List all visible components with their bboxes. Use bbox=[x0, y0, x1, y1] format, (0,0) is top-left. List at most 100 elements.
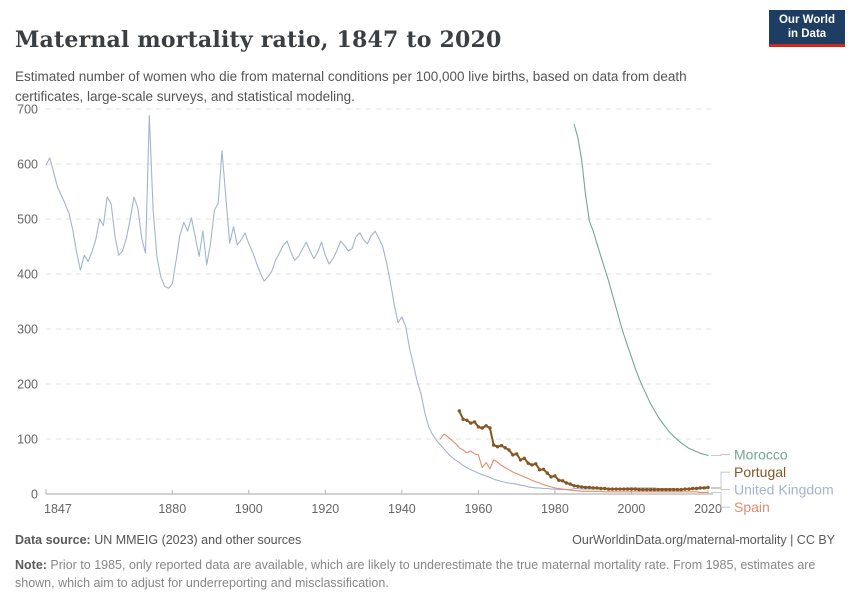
series-marker-portugal bbox=[675, 487, 680, 492]
legend-connector-morocco bbox=[711, 454, 730, 456]
legend-label-united-kingdom[interactable]: United Kingdom bbox=[734, 482, 834, 498]
series-marker-portugal bbox=[461, 417, 465, 421]
series-marker-portugal bbox=[702, 486, 706, 490]
series-marker-portugal bbox=[580, 485, 584, 489]
series-marker-portugal bbox=[633, 487, 637, 491]
series-marker-portugal bbox=[469, 421, 473, 425]
legend-label-portugal[interactable]: Portugal bbox=[734, 464, 786, 480]
series-marker-portugal bbox=[503, 446, 507, 450]
data-source-value: UN MMEIG (2023) and other sources bbox=[90, 533, 302, 547]
series-marker-portugal bbox=[583, 485, 588, 490]
series-marker-portugal bbox=[694, 486, 699, 491]
data-source-label: Data source: bbox=[15, 533, 91, 547]
series-marker-portugal bbox=[465, 418, 469, 422]
series-marker-portugal bbox=[472, 420, 477, 424]
data-source-line: Data source: UN MMEIG (2023) and other s… bbox=[15, 533, 301, 547]
series-marker-portugal bbox=[560, 479, 565, 483]
series-marker-portugal bbox=[641, 487, 645, 492]
series-marker-portugal bbox=[492, 443, 496, 447]
series-marker-portugal bbox=[488, 426, 492, 430]
chart-footer: Data source: UN MMEIG (2023) and other s… bbox=[15, 533, 835, 547]
series-marker-portugal bbox=[568, 482, 572, 486]
owid-logo[interactable]: Our World in Data bbox=[769, 10, 845, 47]
x-axis-label-2000: 2000 bbox=[618, 502, 646, 516]
legend-label-spain[interactable]: Spain bbox=[734, 499, 770, 515]
series-marker-portugal bbox=[515, 452, 519, 456]
series-marker-portugal bbox=[564, 481, 569, 485]
series-marker-portugal bbox=[625, 487, 630, 491]
series-line-united-kingdom[interactable] bbox=[45, 115, 709, 491]
chart-note: Note: Prior to 1985, only reported data … bbox=[15, 556, 837, 592]
series-line-portugal[interactable] bbox=[458, 409, 709, 491]
series-marker-portugal bbox=[587, 485, 592, 490]
series-marker-portugal bbox=[457, 409, 461, 413]
series-marker-portugal bbox=[553, 474, 557, 478]
series-line-morocco[interactable] bbox=[573, 123, 709, 457]
series-marker-portugal bbox=[637, 487, 641, 492]
y-axis-label-300: 300 bbox=[17, 323, 38, 337]
owid-citation-link[interactable]: OurWorldinData.org/maternal-mortality | … bbox=[572, 533, 835, 547]
legend-connector-portugal bbox=[711, 471, 730, 488]
series-marker-portugal bbox=[595, 486, 599, 490]
legend-connector-united-kingdom bbox=[711, 488, 730, 491]
series-marker-portugal bbox=[541, 467, 546, 471]
owid-logo-line2: in Data bbox=[787, 28, 827, 40]
series-marker-portugal bbox=[687, 487, 691, 491]
series-marker-portugal bbox=[591, 486, 595, 490]
x-axis-label-1940: 1940 bbox=[388, 502, 416, 516]
series-marker-portugal bbox=[572, 484, 576, 488]
series-marker-portugal bbox=[656, 487, 660, 492]
series-marker-portugal bbox=[557, 478, 561, 482]
y-axis-label-100: 100 bbox=[17, 433, 38, 447]
series-marker-portugal bbox=[671, 487, 676, 492]
series-marker-portugal bbox=[507, 448, 511, 452]
series-marker-portugal bbox=[668, 487, 672, 492]
series-marker-portugal bbox=[545, 471, 549, 475]
x-axis-label-1960: 1960 bbox=[464, 502, 492, 516]
series-marker-portugal bbox=[526, 461, 530, 465]
series-marker-portugal bbox=[698, 486, 702, 490]
x-axis-label-1980: 1980 bbox=[541, 502, 569, 516]
series-marker-portugal bbox=[706, 485, 710, 490]
series-marker-portugal bbox=[549, 475, 553, 479]
series-marker-portugal bbox=[691, 486, 695, 491]
series-marker-portugal bbox=[679, 487, 683, 492]
series-marker-portugal bbox=[576, 484, 580, 488]
note-value: Prior to 1985, only reported data are av… bbox=[15, 558, 816, 591]
y-axis-label-600: 600 bbox=[17, 158, 38, 172]
series-marker-portugal bbox=[511, 453, 515, 457]
x-axis-label-1880: 1880 bbox=[158, 502, 186, 516]
series-marker-portugal bbox=[599, 486, 603, 491]
page-title: Maternal mortality ratio, 1847 to 2020 bbox=[15, 26, 502, 53]
series-line-spain[interactable] bbox=[439, 433, 709, 493]
series-marker-portugal bbox=[495, 445, 500, 449]
series-marker-portugal bbox=[603, 486, 607, 491]
series-marker-portugal bbox=[522, 456, 526, 460]
chart-subtitle: Estimated number of women who die from m… bbox=[15, 68, 687, 104]
y-axis-label-400: 400 bbox=[17, 268, 38, 282]
owid-logo-line1: Our World bbox=[778, 13, 835, 26]
series-marker-portugal bbox=[534, 462, 538, 466]
series-marker-portugal bbox=[660, 487, 664, 492]
x-axis-label-2020: 2020 bbox=[694, 502, 722, 516]
series-marker-portugal bbox=[648, 487, 653, 492]
legend-connector-spain bbox=[711, 492, 730, 508]
legend-label-morocco[interactable]: Morocco bbox=[734, 447, 788, 463]
y-axis-label-200: 200 bbox=[17, 378, 38, 392]
series-marker-portugal bbox=[480, 426, 484, 430]
y-axis-label-0: 0 bbox=[31, 488, 38, 502]
series-marker-portugal bbox=[518, 458, 523, 462]
series-marker-portugal bbox=[664, 487, 668, 492]
series-marker-portugal bbox=[530, 463, 534, 467]
x-axis-label-1847: 1847 bbox=[44, 502, 72, 516]
series-marker-portugal bbox=[537, 468, 542, 472]
series-marker-portugal bbox=[606, 487, 611, 491]
series-marker-portugal bbox=[645, 487, 649, 492]
series-marker-portugal bbox=[622, 487, 626, 491]
series-marker-portugal bbox=[610, 487, 614, 491]
series-marker-portugal bbox=[614, 487, 618, 491]
x-axis-label-1900: 1900 bbox=[235, 502, 263, 516]
series-marker-portugal bbox=[484, 424, 488, 428]
series-marker-portugal bbox=[652, 487, 657, 492]
